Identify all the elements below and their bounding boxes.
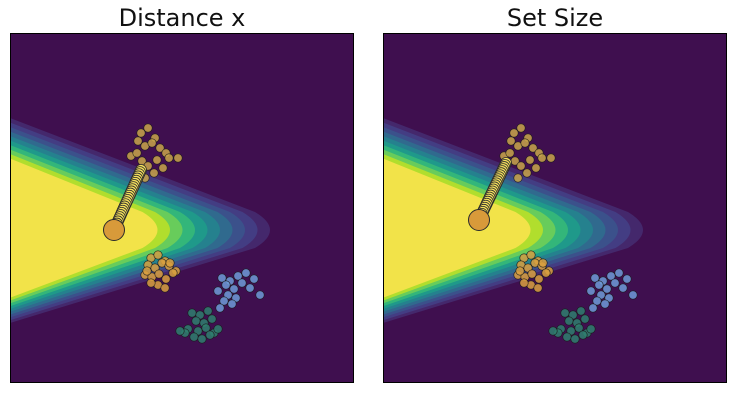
- cluster-point-green-low: [201, 323, 211, 333]
- cluster-point-blue-right: [600, 299, 610, 309]
- trajectory-start-point: [468, 209, 490, 231]
- cluster-point-green-low: [560, 308, 570, 318]
- cluster-point-green-low: [189, 332, 199, 342]
- cluster-point-gold-top: [147, 138, 157, 148]
- contour-band-10: [383, 158, 531, 298]
- cluster-point-blue-right: [588, 303, 598, 313]
- cluster-point-orange-mid: [168, 268, 178, 278]
- cluster-point-blue-right: [229, 284, 239, 294]
- cluster-point-gold-top: [546, 153, 556, 163]
- cluster-point-green-low: [197, 334, 207, 344]
- cluster-point-blue-right: [217, 273, 227, 283]
- cluster-point-gold-top: [149, 168, 159, 178]
- cluster-point-orange-mid: [165, 258, 175, 268]
- cluster-point-orange-mid: [160, 283, 170, 293]
- cluster-point-blue-right: [233, 271, 243, 281]
- cluster-point-gold-top: [522, 168, 532, 178]
- cluster-point-blue-right: [590, 273, 600, 283]
- contour-band-10: [10, 158, 158, 298]
- cluster-point-gold-top: [516, 123, 526, 133]
- cluster-point-green-low: [576, 306, 586, 316]
- cluster-point-blue-right: [219, 296, 229, 306]
- cluster-point-blue-right: [622, 274, 632, 284]
- cluster-point-orange-mid: [526, 250, 536, 260]
- cluster-point-gold-top: [506, 136, 516, 146]
- cluster-point-gold-top: [525, 155, 535, 165]
- cluster-point-orange-mid: [533, 283, 543, 293]
- cluster-point-gold-top: [132, 148, 142, 158]
- cluster-point-orange-mid: [161, 274, 171, 284]
- cluster-point-green-low: [213, 324, 223, 334]
- cluster-point-green-low: [580, 314, 590, 324]
- cluster-point-blue-right: [586, 286, 596, 296]
- cluster-point-green-low: [578, 330, 588, 340]
- cluster-point-green-low: [570, 334, 580, 344]
- cluster-point-green-low: [562, 332, 572, 342]
- cluster-point-orange-mid: [538, 258, 548, 268]
- cluster-point-gold-top: [152, 155, 162, 165]
- cluster-point-gold-top: [528, 143, 538, 153]
- cluster-point-blue-right: [610, 278, 620, 288]
- cluster-point-blue-right: [227, 299, 237, 309]
- cluster-point-blue-right: [213, 286, 223, 296]
- cluster-point-gold-top: [143, 123, 153, 133]
- cluster-point-orange-mid: [146, 278, 156, 288]
- cluster-point-green-low: [548, 326, 558, 336]
- cluster-point-green-low: [205, 330, 215, 340]
- cluster-point-blue-right: [215, 303, 225, 313]
- cluster-point-blue-right: [245, 283, 255, 293]
- cluster-point-green-low: [586, 324, 596, 334]
- cluster-point-blue-right: [606, 271, 616, 281]
- cluster-point-blue-right: [249, 274, 259, 284]
- cluster-point-gold-top: [133, 136, 143, 146]
- cluster-point-green-low: [203, 306, 213, 316]
- cluster-point-orange-mid: [142, 266, 152, 276]
- chart-title-set-size: Set Size: [506, 4, 604, 32]
- cluster-point-orange-mid: [527, 269, 537, 279]
- chart-title-distance-x: Distance x: [118, 4, 246, 32]
- cluster-point-blue-right: [241, 268, 251, 278]
- cluster-point-orange-mid: [541, 268, 551, 278]
- cluster-point-green-low: [564, 316, 574, 326]
- cluster-point-orange-mid: [534, 274, 544, 284]
- cluster-point-gold-top: [158, 163, 168, 173]
- scatter-panel-set-size: [383, 33, 727, 383]
- cluster-point-blue-right: [614, 268, 624, 278]
- cluster-point-blue-right: [255, 290, 265, 300]
- cluster-point-green-low: [574, 323, 584, 333]
- cluster-point-orange-mid: [153, 250, 163, 260]
- cluster-point-green-low: [187, 308, 197, 318]
- cluster-point-orange-mid: [519, 278, 529, 288]
- cluster-point-orange-mid: [515, 266, 525, 276]
- scatter-panel-distance-x: [10, 33, 354, 383]
- cluster-point-blue-right: [592, 296, 602, 306]
- cluster-point-gold-top: [509, 128, 519, 138]
- cluster-point-green-low: [175, 326, 185, 336]
- plot-frame: [10, 33, 354, 383]
- cluster-point-blue-right: [237, 278, 247, 288]
- cluster-point-gold-top: [513, 173, 523, 183]
- cluster-point-blue-right: [594, 280, 604, 290]
- cluster-point-blue-right: [602, 284, 612, 294]
- cluster-point-gold-top: [531, 163, 541, 173]
- cluster-point-gold-top: [155, 143, 165, 153]
- cluster-point-orange-mid: [154, 269, 164, 279]
- cluster-point-gold-top: [520, 138, 530, 148]
- cluster-point-gold-top: [516, 161, 526, 171]
- cluster-point-gold-top: [136, 128, 146, 138]
- plot-frame: [383, 33, 727, 383]
- cluster-point-gold-top: [164, 153, 174, 163]
- cluster-point-green-low: [191, 316, 201, 326]
- cluster-point-blue-right: [628, 290, 638, 300]
- cluster-point-gold-top: [505, 148, 515, 158]
- trajectory-start-point: [103, 219, 125, 241]
- cluster-point-gold-top: [537, 153, 547, 163]
- cluster-point-green-low: [207, 314, 217, 324]
- cluster-point-blue-right: [618, 283, 628, 293]
- cluster-point-gold-top: [173, 153, 183, 163]
- cluster-point-blue-right: [221, 280, 231, 290]
